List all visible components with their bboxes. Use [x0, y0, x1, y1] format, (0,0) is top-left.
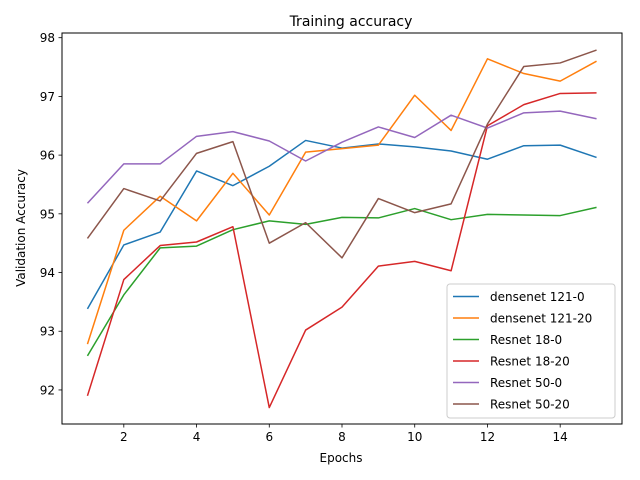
- chart-title: Training accuracy: [289, 14, 413, 30]
- series-layer: [86, 49, 597, 409]
- x-tick-label: 10: [407, 430, 422, 444]
- x-tick-label: 12: [480, 430, 495, 444]
- y-tick-label: 98: [40, 31, 55, 45]
- x-axis-label: Epochs: [320, 451, 363, 465]
- series-line-resnet-50-20: [86, 49, 597, 259]
- x-tick-label: 8: [338, 430, 346, 444]
- legend-box: [446, 283, 616, 419]
- y-tick-label: 95: [40, 207, 55, 221]
- legend-label: Resnet 50-20: [490, 398, 570, 412]
- y-tick-label: 92: [40, 383, 55, 397]
- series-line-resnet-18-20: [86, 92, 597, 409]
- x-tick-label: 6: [265, 430, 273, 444]
- y-tick-label: 93: [40, 325, 55, 339]
- legend-label: Resnet 50-0: [490, 376, 562, 390]
- legend-label: densenet 121-20: [490, 312, 592, 326]
- x-tick-label: 4: [193, 430, 201, 444]
- y-tick-label: 97: [40, 90, 55, 104]
- y-axis-ticks: 92 93 94 95 96 97 98: [40, 31, 62, 397]
- x-tick-label: 14: [553, 430, 568, 444]
- legend-label: Resnet 18-20: [490, 355, 570, 369]
- y-tick-label: 94: [40, 266, 55, 280]
- x-axis-ticks: 2 4 6 8 10 12 14: [120, 424, 568, 444]
- series-line-resnet-50-0: [86, 110, 597, 204]
- series-line-densenet-121-20: [86, 58, 597, 345]
- y-tick-label: 96: [40, 149, 55, 163]
- series-line-resnet-18-0: [86, 206, 597, 357]
- legend-label: Resnet 18-0: [490, 333, 562, 347]
- legend: densenet 121-0 densenet 121-20 Resnet 18-0…: [446, 283, 616, 419]
- x-tick-label: 2: [120, 430, 128, 444]
- legend-label: densenet 121-0: [490, 290, 585, 304]
- y-axis-label: Validation Accuracy: [14, 169, 28, 287]
